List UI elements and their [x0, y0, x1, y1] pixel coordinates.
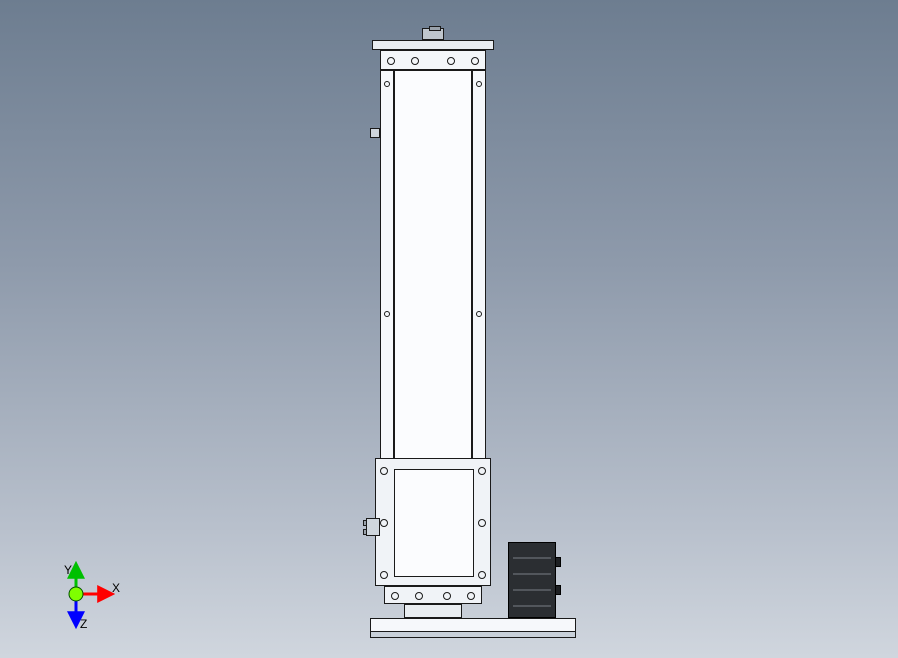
part-motor — [508, 542, 556, 618]
hole-icon — [476, 311, 482, 317]
part-carriage-inner — [394, 469, 474, 577]
axis-z-label: Z — [80, 617, 87, 631]
part-top-plate — [380, 50, 486, 70]
hole-icon — [387, 57, 395, 65]
hole-icon — [384, 311, 390, 317]
part-side-tab — [366, 518, 380, 536]
part-foot-chamfer — [370, 632, 576, 638]
viewport-3d[interactable]: X Y Z — [0, 0, 898, 658]
hole-icon — [411, 57, 419, 65]
hole-icon — [415, 592, 423, 600]
model-root[interactable] — [380, 28, 486, 632]
pin-icon — [363, 520, 367, 526]
hole-icon — [471, 57, 479, 65]
motor-port-icon — [555, 557, 561, 567]
hole-icon — [478, 571, 486, 579]
part-foot-spacer — [404, 604, 462, 618]
motor-fin-icon — [513, 573, 551, 575]
motor-fin-icon — [513, 605, 551, 607]
part-side-bit — [370, 128, 380, 138]
view-triad[interactable]: X Y Z — [52, 562, 132, 634]
motor-fin-icon — [513, 557, 551, 559]
part-base-plate — [384, 586, 482, 604]
hole-icon — [478, 467, 486, 475]
part-top-cap — [372, 40, 494, 50]
axis-y-label: Y — [64, 563, 72, 577]
hole-icon — [447, 57, 455, 65]
part-top-knob — [422, 28, 444, 40]
hole-icon — [380, 467, 388, 475]
hole-icon — [380, 519, 388, 527]
hole-icon — [391, 592, 399, 600]
hole-icon — [384, 81, 390, 87]
hole-icon — [380, 571, 388, 579]
part-carriage — [375, 458, 491, 586]
motor-port-icon — [555, 585, 561, 595]
hole-icon — [443, 592, 451, 600]
motor-fin-icon — [513, 589, 551, 591]
axis-x-label: X — [112, 581, 120, 595]
hole-icon — [478, 519, 486, 527]
hole-icon — [467, 592, 475, 600]
part-foot — [370, 618, 576, 632]
hole-icon — [476, 81, 482, 87]
pin-icon — [363, 529, 367, 535]
